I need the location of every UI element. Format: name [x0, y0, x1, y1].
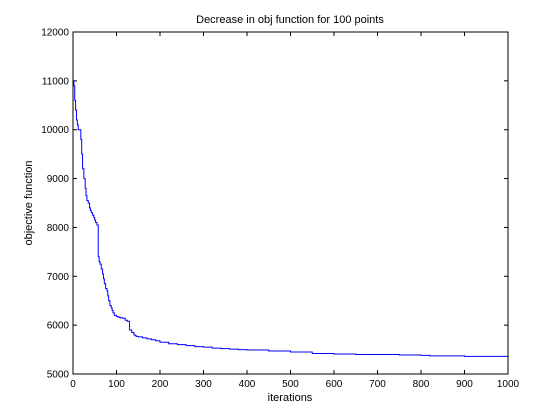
- y-tick-label: 5000: [47, 370, 70, 381]
- y-tick-label: 9000: [47, 174, 70, 185]
- x-tick-label: 600: [326, 379, 343, 390]
- x-tick-label: 800: [413, 379, 430, 390]
- chart-title: Decrease in obj function for 100 points: [196, 14, 384, 26]
- x-tick-label: 300: [195, 379, 212, 390]
- x-tick-label: 900: [456, 379, 473, 390]
- y-tick-label: 10000: [41, 125, 69, 136]
- axis-ticks: 0 100 200 300 400 500 600 700 800 900 1000 5000 6000…: [41, 28, 519, 391]
- y-axis-label: objective function: [23, 161, 35, 246]
- y-tick-label: 11000: [42, 76, 70, 87]
- x-tick-label: 100: [108, 379, 125, 390]
- x-tick-label: 200: [152, 379, 169, 390]
- x-tick-label: 700: [369, 379, 386, 390]
- y-tick-label: 12000: [41, 28, 69, 39]
- y-tick-label: 7000: [47, 272, 70, 283]
- x-tick-label: 1000: [497, 379, 520, 390]
- y-tick-label: 6000: [47, 321, 70, 332]
- x-tick-label: 400: [239, 379, 256, 390]
- plot-frame: [72, 31, 509, 375]
- x-tick-label: 0: [70, 379, 76, 390]
- x-axis-label: iterations: [268, 392, 313, 404]
- series-layer: [73, 80, 508, 357]
- series-line: [73, 80, 508, 357]
- y-tick-label: 8000: [47, 223, 70, 234]
- x-tick-label: 500: [282, 379, 299, 390]
